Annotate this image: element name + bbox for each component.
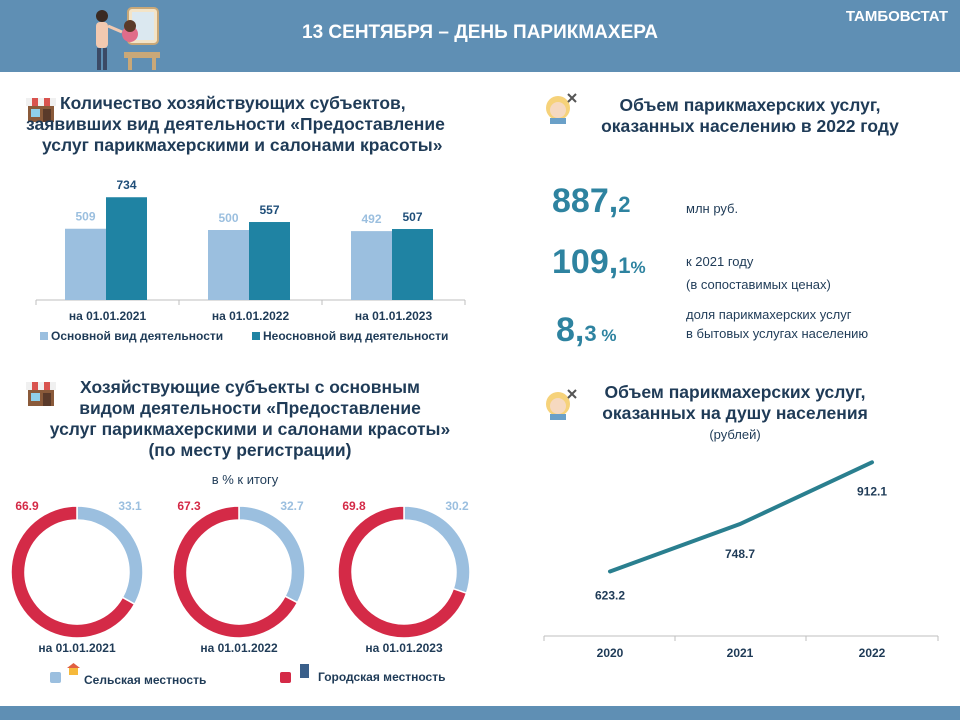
stat-volume: 887,2	[552, 183, 630, 223]
bar-value-label: 509	[75, 210, 95, 224]
hairdresser-head-icon-2	[546, 389, 577, 420]
line-chart: 623.2 748.7 912.1 2020 2021 2022	[543, 460, 939, 660]
donut-value-urban: 67.3	[177, 499, 201, 513]
section3-title-line1: Хозяйствующие субъекты с основным	[80, 377, 420, 397]
data-label: 912.1	[857, 484, 887, 498]
donut-value-rural: 33.1	[118, 499, 142, 513]
building-icon	[300, 664, 309, 678]
stat-volume-int: 887,	[552, 182, 619, 220]
stat-share-frac: 3	[584, 321, 597, 346]
shop-icon	[26, 98, 56, 122]
donut-date-label: на 01.01.2021	[38, 641, 116, 655]
section4-title-line1: Объем парикмахерских услуг,	[604, 382, 866, 402]
section4-title-line2: оказанных на душу населения	[602, 403, 868, 423]
data-label: 748.7	[725, 547, 755, 561]
section3-subtitle: в % к итогу	[211, 472, 279, 487]
section2-title: Объем парикмахерских услуг, оказанных на…	[560, 95, 940, 137]
category-label: на 01.01.2022	[212, 309, 290, 323]
stat-growth-int: 109,	[552, 243, 619, 281]
donut-value-urban: 66.9	[15, 499, 39, 513]
donut-value-rural: 32.7	[280, 499, 304, 513]
section1-title-line2: заявивших вид деятельности «Предоставлен…	[26, 114, 445, 134]
bar	[106, 197, 147, 300]
stat-share-note: доля парикмахерских услуг в бытовых услу…	[686, 305, 868, 343]
stat-volume-note: млн руб.	[686, 201, 739, 216]
section3-title: Хозяйствующие субъекты с основным видом …	[20, 377, 480, 461]
bar	[208, 230, 249, 300]
legend-swatch-rural	[50, 672, 61, 683]
donut-date-label: на 01.01.2023	[365, 641, 443, 655]
donut-slice-urban	[10, 505, 136, 639]
house-roof	[67, 663, 80, 668]
stat-share-int: 8,	[556, 311, 585, 349]
donut-slice-rural	[403, 505, 471, 595]
bar	[392, 229, 433, 300]
stat-share-note-line1: доля парикмахерских услуг	[686, 307, 852, 322]
stat-share-note-line2: в бытовых услугах населению	[686, 326, 869, 341]
legend-label-urban: Городская местность	[318, 670, 445, 684]
house-body	[69, 668, 78, 675]
section3-title-line2: видом деятельности «Предоставление	[79, 398, 421, 418]
stat-share: 8,3 %	[556, 312, 616, 354]
legend-label-rural: Сельская местность	[84, 673, 206, 687]
section3-title-line3: услуг парикмахерскими и салонами красоты…	[49, 419, 451, 439]
footer-band	[0, 706, 960, 720]
donut-value-rural: 30.2	[445, 499, 469, 513]
donut-slice-urban	[337, 505, 468, 639]
page-title: 13 СЕНТЯБРЯ – ДЕНЬ ПАРИКМАХЕРА	[302, 22, 658, 43]
bar	[249, 222, 290, 300]
stat-growth: 109,1%	[552, 244, 646, 286]
section1-title-line3: услуг парикмахерскими и салонами красоты…	[42, 135, 443, 155]
donut-slice-rural	[76, 505, 144, 606]
stat-growth-note-line1: к 2021 году	[686, 254, 754, 269]
x-tick-label: 2021	[727, 646, 754, 660]
section2-title-line1: Объем парикмахерских услуг,	[619, 95, 881, 115]
x-tick-label: 2022	[859, 646, 886, 660]
stat-volume-frac: 2	[618, 192, 631, 217]
section2-title-line2: оказанных населению в 2022 году	[601, 116, 899, 136]
bar-value-label: 734	[116, 178, 136, 192]
building-body	[300, 664, 309, 678]
legend-swatch-secondary	[252, 332, 260, 340]
category-label: на 01.01.2021	[69, 309, 147, 323]
section4-subtitle: (рублей)	[709, 427, 761, 442]
hairdresser-head-icon	[546, 93, 577, 124]
legend-label-secondary: Неосновной вид деятельности	[263, 329, 448, 343]
section1-title-line1: Количество хозяйствующих субъектов,	[60, 93, 406, 113]
donut-chart: 33.1 66.9 на 01.01.2021 32.7 67.3 на 01.01.20…	[10, 499, 471, 687]
data-label: 623.2	[595, 588, 625, 602]
bar-value-label: 507	[402, 210, 422, 224]
section3-title-line4: (по месту регистрации)	[148, 440, 352, 460]
bar	[351, 231, 392, 300]
stat-share-unit: %	[596, 326, 617, 345]
org-name: ТАМБОВСТАТ	[845, 8, 948, 25]
donut-slice-rural	[238, 505, 306, 604]
section1-title: Количество хозяйствующих субъектов, заяв…	[26, 93, 480, 156]
bar	[65, 228, 106, 300]
hairdresser-illustration	[96, 7, 160, 70]
legend-label-main: Основной вид деятельности	[51, 329, 223, 343]
bar-value-label: 500	[218, 211, 238, 225]
x-tick-label: 2020	[597, 646, 624, 660]
shop-icon-2	[26, 382, 56, 406]
house-icon	[67, 663, 80, 675]
donut-slice-urban	[172, 505, 299, 639]
legend-swatch-main	[40, 332, 48, 340]
stat-growth-unit: %	[630, 258, 646, 277]
bar-chart: 509 734 на 01.01.2021 500 557 на 01.01.2022 49…	[35, 178, 466, 343]
stat-growth-frac: 1	[618, 253, 631, 278]
donut-value-urban: 69.8	[342, 499, 366, 513]
section4-title: Объем парикмахерских услуг, оказанных на…	[545, 382, 925, 424]
stat-growth-note-line2: (в сопоставимых ценах)	[686, 277, 831, 292]
bar-value-label: 557	[259, 203, 279, 217]
header-banner: 13 СЕНТЯБРЯ – ДЕНЬ ПАРИКМАХЕРА ТАМБОВСТА…	[0, 0, 960, 72]
category-label: на 01.01.2023	[355, 309, 433, 323]
legend-swatch-urban	[280, 672, 291, 683]
donut-date-label: на 01.01.2022	[200, 641, 278, 655]
stat-growth-note: к 2021 году (в сопоставимых ценах)	[686, 252, 831, 294]
bar-value-label: 492	[361, 212, 381, 226]
